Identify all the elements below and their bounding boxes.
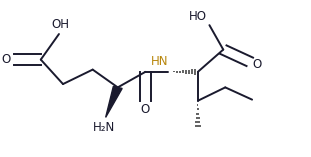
Polygon shape [106, 86, 122, 117]
Text: H₂N: H₂N [93, 121, 115, 134]
Text: O: O [141, 103, 150, 116]
Text: HN: HN [151, 55, 169, 68]
Text: HO: HO [189, 10, 207, 23]
Text: OH: OH [51, 18, 69, 31]
Text: O: O [252, 58, 261, 71]
Text: O: O [1, 53, 11, 66]
